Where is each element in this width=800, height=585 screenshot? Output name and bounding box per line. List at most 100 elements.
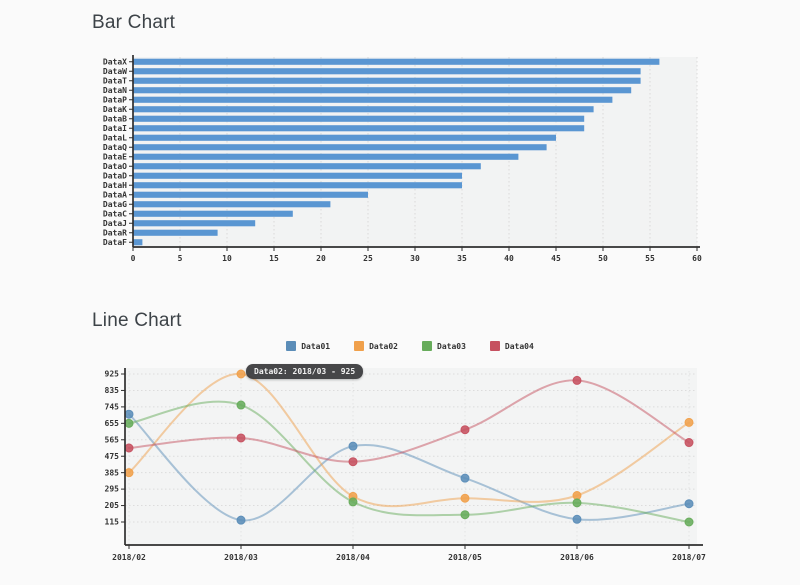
- legend-swatch-icon: [489, 341, 500, 351]
- y-tick-label: DataK: [103, 105, 127, 114]
- y-tick-label: DataA: [103, 190, 127, 199]
- legend-label: Data04: [504, 341, 534, 351]
- point-Data03-2018/04[interactable]: [348, 497, 358, 507]
- point-Data04-2018/04[interactable]: [348, 457, 358, 467]
- y-tick-label: DataP: [103, 95, 127, 104]
- point-Data03-2018/07[interactable]: [684, 517, 694, 527]
- x-tick-label: 15: [269, 254, 279, 263]
- x-tick-label: 60: [692, 254, 702, 263]
- y-tick-label: 835: [105, 386, 120, 395]
- bar-DataN[interactable]: [133, 87, 632, 94]
- y-tick-label: DataI: [103, 124, 127, 133]
- y-tick-label: DataJ: [103, 219, 127, 228]
- legend-item-data03[interactable]: Data03: [422, 341, 466, 351]
- y-tick-label: DataT: [103, 76, 127, 85]
- bar-DataT[interactable]: [133, 77, 641, 84]
- x-tick-label: 40: [504, 254, 514, 263]
- bar-DataK[interactable]: [133, 106, 594, 113]
- point-Data03-2018/03[interactable]: [236, 400, 246, 410]
- legend-swatch-icon: [286, 341, 297, 351]
- point-Data02-2018/05[interactable]: [460, 493, 470, 503]
- bar-DataP[interactable]: [133, 96, 613, 103]
- point-Data04-2018/02[interactable]: [124, 443, 134, 453]
- bar-DataJ[interactable]: [133, 220, 256, 227]
- legend-swatch-icon: [422, 341, 432, 351]
- y-tick-label: 565: [105, 435, 120, 444]
- point-Data01-2018/02[interactable]: [124, 409, 134, 419]
- legend-label: Data02: [369, 341, 398, 351]
- bar-DataX[interactable]: [133, 58, 660, 65]
- legend-item-data04[interactable]: Data04: [489, 341, 534, 351]
- point-Data01-2018/03[interactable]: [236, 515, 246, 525]
- y-tick-label: DataX: [103, 57, 127, 66]
- x-tick-label: 2018/03: [224, 553, 258, 562]
- point-Data04-2018/03[interactable]: [236, 433, 246, 443]
- y-tick-label: DataR: [103, 228, 127, 237]
- x-tick-label: 5: [178, 254, 183, 263]
- x-tick-label: 20: [316, 254, 326, 263]
- x-tick-label: 25: [363, 254, 373, 263]
- y-tick-label: DataE: [103, 152, 127, 161]
- legend-item-data02[interactable]: Data02: [354, 341, 398, 351]
- bar-DataG[interactable]: [133, 201, 331, 208]
- line-chart-legend: Data01 Data02 Data03 Data04: [85, 341, 735, 351]
- x-tick-label: 2018/02: [112, 553, 146, 562]
- y-tick-label: DataB: [103, 114, 127, 123]
- y-tick-label: 295: [105, 485, 120, 494]
- y-tick-label: DataQ: [103, 143, 127, 152]
- bar-DataL[interactable]: [133, 134, 556, 141]
- point-Data04-2018/07[interactable]: [684, 438, 694, 448]
- bar-DataE[interactable]: [133, 153, 519, 160]
- legend-swatch-icon: [354, 341, 365, 351]
- bar-DataH[interactable]: [133, 182, 462, 189]
- y-tick-label: 475: [105, 452, 120, 461]
- point-Data02-2018/07[interactable]: [684, 417, 694, 427]
- y-tick-label: 925: [105, 370, 120, 379]
- x-tick-label: 2018/06: [560, 553, 594, 562]
- bar-DataA[interactable]: [133, 191, 368, 198]
- point-Data02-2018/06[interactable]: [572, 491, 582, 501]
- bar-DataF[interactable]: [133, 239, 143, 246]
- bar-DataR[interactable]: [133, 229, 218, 236]
- bar-DataI[interactable]: [133, 125, 585, 132]
- legend-item-data01[interactable]: Data01: [286, 341, 330, 351]
- point-Data04-2018/06[interactable]: [572, 375, 582, 385]
- point-Data03-2018/02[interactable]: [124, 418, 134, 428]
- chart-tooltip: Data02: 2018/03 - 925: [246, 364, 364, 379]
- bar-DataC[interactable]: [133, 210, 293, 217]
- y-tick-label: DataH: [103, 181, 127, 190]
- bar-DataW[interactable]: [133, 68, 641, 75]
- bar-DataB[interactable]: [133, 115, 585, 122]
- series-line-Data03: [128, 400, 690, 523]
- bar-DataQ[interactable]: [133, 144, 547, 151]
- point-Data01-2018/07[interactable]: [684, 499, 694, 509]
- series-line-Data02: [128, 372, 690, 508]
- x-tick-label: 50: [598, 254, 608, 263]
- legend-label: Data03: [437, 341, 466, 351]
- x-tick-label: 45: [551, 254, 561, 263]
- point-Data01-2018/04[interactable]: [348, 441, 358, 451]
- point-Data03-2018/05[interactable]: [460, 510, 470, 520]
- y-tick-label: DataC: [103, 209, 127, 218]
- x-tick-label: 35: [457, 254, 467, 263]
- point-Data02-2018/03[interactable]: [236, 369, 246, 379]
- point-Data03-2018/06[interactable]: [572, 498, 582, 508]
- point-Data01-2018/06[interactable]: [572, 514, 582, 524]
- bar-DataD[interactable]: [133, 172, 462, 179]
- y-tick-label: 745: [105, 402, 120, 411]
- y-tick-label: DataN: [103, 86, 127, 95]
- y-tick-label: DataO: [103, 162, 127, 171]
- x-tick-label: 0: [131, 254, 136, 263]
- point-Data01-2018/05[interactable]: [460, 473, 470, 483]
- y-tick-label: DataD: [103, 171, 127, 180]
- point-Data04-2018/05[interactable]: [460, 425, 470, 435]
- point-Data02-2018/02[interactable]: [124, 468, 134, 478]
- y-tick-label: DataW: [103, 67, 127, 76]
- line-chart[interactable]: 925 835 745 655 565 475 385 295 205 115 2018/02 201…: [85, 355, 745, 575]
- x-tick-label: 10: [222, 254, 232, 263]
- bar-chart[interactable]: DataXDataWDataTDataNDataPDataKDataBDataI…: [85, 48, 725, 273]
- bar-DataO[interactable]: [133, 163, 481, 170]
- y-tick-label: DataF: [103, 238, 127, 247]
- y-tick-label: 655: [105, 419, 120, 428]
